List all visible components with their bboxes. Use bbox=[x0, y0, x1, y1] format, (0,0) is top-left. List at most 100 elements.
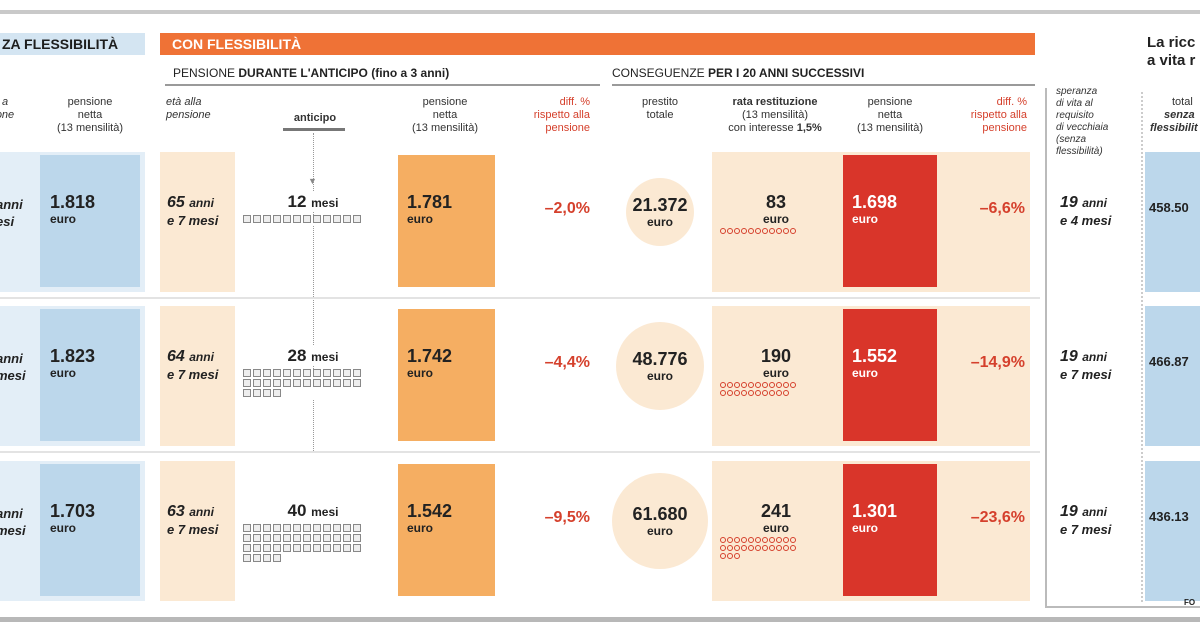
pension-during: 1.742 euro bbox=[407, 346, 452, 380]
unit: euro bbox=[646, 524, 673, 538]
month-square bbox=[333, 544, 341, 552]
installment-circle bbox=[755, 228, 761, 234]
unit: euro bbox=[762, 212, 789, 226]
section-con-flessibilita: CON FLESSIBILITÀ bbox=[160, 33, 1035, 55]
month-square bbox=[293, 379, 301, 387]
loan-circle: 48.776 euro bbox=[616, 322, 704, 410]
installment-circle bbox=[755, 537, 761, 543]
installment-circle bbox=[720, 553, 726, 559]
subheader-text: CONSEGUENZE bbox=[612, 66, 709, 80]
pension-during: 1.542 euro bbox=[407, 501, 452, 535]
rata-value: 83 bbox=[765, 192, 787, 212]
right-divider-bottom bbox=[1047, 606, 1200, 608]
col-left-age: a one bbox=[0, 96, 15, 121]
col-diff-during: diff. % rispetto alla pensione bbox=[533, 96, 590, 134]
total-box bbox=[1145, 306, 1200, 446]
col-rata-title: rata restituzione bbox=[732, 96, 818, 108]
rata: 190 euro bbox=[716, 346, 836, 396]
month-square bbox=[333, 215, 341, 223]
right-title-line: La ricc bbox=[1147, 34, 1196, 51]
month-square bbox=[313, 369, 321, 377]
installment-circle bbox=[734, 390, 740, 396]
right-title: La ricc a vita r bbox=[1147, 34, 1195, 70]
installment-circle bbox=[783, 390, 789, 396]
month-square bbox=[323, 369, 331, 377]
pension-after-value: 1.698 bbox=[852, 192, 898, 212]
month-square bbox=[273, 389, 281, 397]
loan-circle: 61.680 euro bbox=[612, 473, 708, 569]
pension-after-box bbox=[843, 155, 937, 287]
unit: euro bbox=[646, 369, 673, 383]
age-rest: e 7 mesi bbox=[167, 213, 219, 228]
installment-circle bbox=[762, 228, 768, 234]
installment-circle bbox=[741, 545, 747, 551]
unit: euro bbox=[852, 212, 879, 226]
installment-circle bbox=[762, 390, 768, 396]
installment-circle bbox=[790, 382, 796, 388]
installment-circle bbox=[769, 390, 775, 396]
installment-circle bbox=[783, 545, 789, 551]
total-value: 436.13 bbox=[1149, 509, 1189, 524]
left-pension: 1.823 euro bbox=[50, 346, 95, 380]
month-square bbox=[333, 379, 341, 387]
month-square bbox=[313, 534, 321, 542]
month-square bbox=[293, 524, 301, 532]
right-divider bbox=[1045, 88, 1047, 608]
pension-during-box bbox=[398, 309, 495, 441]
installment-circle bbox=[734, 382, 740, 388]
month-square bbox=[243, 554, 251, 562]
month-square bbox=[283, 215, 291, 223]
month-square bbox=[263, 524, 271, 532]
month-square bbox=[323, 379, 331, 387]
installment-circle bbox=[776, 545, 782, 551]
installment-circle bbox=[755, 390, 761, 396]
installment-circle bbox=[769, 228, 775, 234]
month-square bbox=[303, 379, 311, 387]
anticipo-value: 12 bbox=[287, 192, 307, 211]
installment-circle bbox=[790, 537, 796, 543]
month-square bbox=[273, 544, 281, 552]
loan-value: 21.372 bbox=[632, 195, 688, 215]
source-label: FO bbox=[1184, 598, 1196, 607]
month-square bbox=[293, 369, 301, 377]
month-square bbox=[273, 554, 281, 562]
month-square bbox=[263, 544, 271, 552]
anticipo-value: 28 bbox=[287, 346, 307, 365]
unit: anni bbox=[189, 196, 214, 210]
installment-circle bbox=[734, 553, 740, 559]
rata: 241 euro bbox=[716, 501, 836, 559]
installment-circle bbox=[790, 228, 796, 234]
month-square bbox=[313, 215, 321, 223]
month-square bbox=[343, 544, 351, 552]
month-square bbox=[293, 215, 301, 223]
life-expectancy: 19 anni e 7 mesi bbox=[1060, 348, 1111, 384]
installment-circle bbox=[783, 228, 789, 234]
month-square bbox=[273, 215, 281, 223]
col-rata-rate: 1,5% bbox=[796, 122, 822, 134]
installment-circle bbox=[727, 545, 733, 551]
installment-circle bbox=[762, 545, 768, 551]
month-square bbox=[263, 389, 271, 397]
installment-circle bbox=[727, 382, 733, 388]
month-square bbox=[303, 369, 311, 377]
loan-value: 61.680 bbox=[632, 504, 688, 524]
pension-during-value: 1.742 bbox=[407, 346, 453, 366]
month-square bbox=[253, 389, 261, 397]
installment-circle bbox=[762, 537, 768, 543]
rata: 83 euro bbox=[716, 192, 836, 234]
month-square bbox=[243, 379, 251, 387]
subheader-conseguenze: CONSEGUENZE PER I 20 ANNI SUCCESSIVI bbox=[612, 66, 864, 80]
month-square bbox=[253, 379, 261, 387]
left-pension: 1.703 euro bbox=[50, 501, 95, 535]
unit: euro bbox=[407, 521, 434, 535]
col-total: total senza flessibilit bbox=[1150, 96, 1200, 135]
subheader-bold: PER I 20 ANNI SUCCESSIVI bbox=[708, 66, 865, 80]
age-years: 65 bbox=[167, 194, 185, 211]
unit: anni bbox=[1082, 505, 1107, 519]
left-pension: 1.818 euro bbox=[50, 192, 95, 226]
col-total-line: total bbox=[1172, 96, 1193, 108]
total-value: 466.87 bbox=[1149, 354, 1189, 369]
unit: mesi bbox=[311, 505, 339, 519]
pension-during-box bbox=[398, 155, 495, 287]
pension-after-box bbox=[843, 464, 937, 596]
